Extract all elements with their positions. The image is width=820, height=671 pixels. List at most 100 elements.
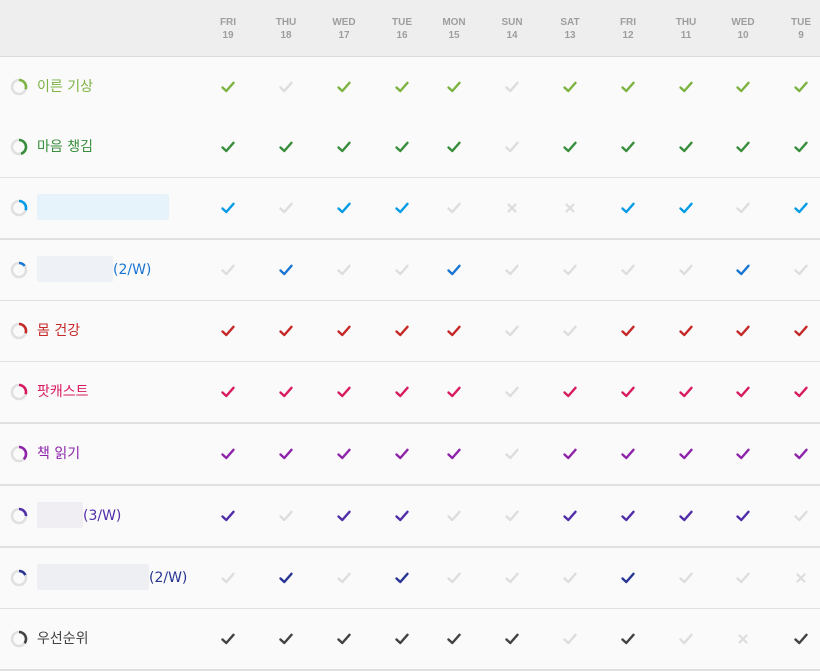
checkmark-icon[interactable] [278, 446, 294, 462]
checkmark-icon[interactable] [735, 508, 751, 524]
checkmark-icon[interactable] [735, 384, 751, 400]
habit-name[interactable]: 팟캐스트 [37, 362, 89, 422]
unchecked-checkmark-icon[interactable] [504, 262, 520, 278]
unchecked-checkmark-icon[interactable] [678, 570, 694, 586]
checkmark-icon[interactable] [793, 323, 809, 339]
cross-icon[interactable] [735, 631, 751, 647]
cross-icon[interactable] [504, 200, 520, 216]
checkmark-icon[interactable] [678, 508, 694, 524]
habit-name[interactable]: 몸 건강 [37, 301, 80, 361]
checkmark-icon[interactable] [735, 323, 751, 339]
unchecked-checkmark-icon[interactable] [220, 570, 236, 586]
unchecked-checkmark-icon[interactable] [793, 508, 809, 524]
habit-row[interactable]: 우선순위 [0, 609, 820, 671]
unchecked-checkmark-icon[interactable] [446, 570, 462, 586]
checkmark-icon[interactable] [336, 446, 352, 462]
unchecked-checkmark-icon[interactable] [220, 262, 236, 278]
checkmark-icon[interactable] [278, 262, 294, 278]
cross-icon[interactable] [562, 200, 578, 216]
checkmark-icon[interactable] [678, 323, 694, 339]
checkmark-icon[interactable] [620, 384, 636, 400]
checkmark-icon[interactable] [446, 262, 462, 278]
checkmark-icon[interactable] [678, 446, 694, 462]
unchecked-checkmark-icon[interactable] [735, 200, 751, 216]
checkmark-icon[interactable] [394, 631, 410, 647]
unchecked-checkmark-icon[interactable] [336, 570, 352, 586]
checkmark-icon[interactable] [336, 384, 352, 400]
checkmark-icon[interactable] [394, 200, 410, 216]
unchecked-checkmark-icon[interactable] [504, 384, 520, 400]
habit-row[interactable]: (2/W) [0, 548, 820, 610]
checkmark-icon[interactable] [394, 79, 410, 95]
habit-name[interactable]: 책 읽기 [37, 424, 80, 484]
habit-row[interactable]: 마음 챙김 [0, 117, 820, 179]
checkmark-icon[interactable] [793, 79, 809, 95]
checkmark-icon[interactable] [394, 508, 410, 524]
checkmark-icon[interactable] [220, 384, 236, 400]
checkmark-icon[interactable] [678, 139, 694, 155]
checkmark-icon[interactable] [336, 508, 352, 524]
checkmark-icon[interactable] [278, 139, 294, 155]
unchecked-checkmark-icon[interactable] [278, 508, 294, 524]
habit-name[interactable] [37, 178, 169, 238]
checkmark-icon[interactable] [620, 570, 636, 586]
habit-row[interactable]: (3/W) [0, 486, 820, 548]
checkmark-icon[interactable] [446, 323, 462, 339]
checkmark-icon[interactable] [336, 200, 352, 216]
habit-row[interactable]: 책 읽기 [0, 424, 820, 486]
habit-name[interactable]: 이른 기상 [37, 57, 93, 117]
checkmark-icon[interactable] [446, 139, 462, 155]
unchecked-checkmark-icon[interactable] [394, 262, 410, 278]
checkmark-icon[interactable] [336, 323, 352, 339]
unchecked-checkmark-icon[interactable] [336, 262, 352, 278]
habit-name[interactable]: (2/W) [37, 240, 151, 300]
unchecked-checkmark-icon[interactable] [620, 262, 636, 278]
checkmark-icon[interactable] [793, 384, 809, 400]
habit-name[interactable]: (3/W) [37, 486, 121, 546]
checkmark-icon[interactable] [562, 508, 578, 524]
checkmark-icon[interactable] [678, 200, 694, 216]
checkmark-icon[interactable] [678, 79, 694, 95]
checkmark-icon[interactable] [620, 508, 636, 524]
unchecked-checkmark-icon[interactable] [562, 570, 578, 586]
unchecked-checkmark-icon[interactable] [678, 262, 694, 278]
unchecked-checkmark-icon[interactable] [793, 262, 809, 278]
unchecked-checkmark-icon[interactable] [678, 631, 694, 647]
unchecked-checkmark-icon[interactable] [504, 139, 520, 155]
habit-name[interactable]: (2/W) [37, 548, 187, 608]
checkmark-icon[interactable] [793, 200, 809, 216]
unchecked-checkmark-icon[interactable] [504, 508, 520, 524]
checkmark-icon[interactable] [220, 139, 236, 155]
unchecked-checkmark-icon[interactable] [562, 262, 578, 278]
checkmark-icon[interactable] [735, 139, 751, 155]
unchecked-checkmark-icon[interactable] [278, 200, 294, 216]
checkmark-icon[interactable] [278, 570, 294, 586]
checkmark-icon[interactable] [336, 79, 352, 95]
unchecked-checkmark-icon[interactable] [446, 200, 462, 216]
checkmark-icon[interactable] [504, 631, 520, 647]
checkmark-icon[interactable] [220, 446, 236, 462]
checkmark-icon[interactable] [336, 631, 352, 647]
checkmark-icon[interactable] [735, 446, 751, 462]
checkmark-icon[interactable] [620, 139, 636, 155]
unchecked-checkmark-icon[interactable] [504, 323, 520, 339]
habit-name[interactable]: 우선순위 [37, 609, 89, 669]
checkmark-icon[interactable] [220, 79, 236, 95]
checkmark-icon[interactable] [394, 570, 410, 586]
checkmark-icon[interactable] [220, 323, 236, 339]
checkmark-icon[interactable] [735, 79, 751, 95]
checkmark-icon[interactable] [446, 446, 462, 462]
checkmark-icon[interactable] [620, 323, 636, 339]
unchecked-checkmark-icon[interactable] [562, 631, 578, 647]
checkmark-icon[interactable] [220, 631, 236, 647]
unchecked-checkmark-icon[interactable] [735, 570, 751, 586]
habit-row[interactable]: 팟캐스트 [0, 362, 820, 424]
checkmark-icon[interactable] [220, 508, 236, 524]
checkmark-icon[interactable] [793, 446, 809, 462]
checkmark-icon[interactable] [562, 384, 578, 400]
unchecked-checkmark-icon[interactable] [504, 570, 520, 586]
unchecked-checkmark-icon[interactable] [278, 79, 294, 95]
checkmark-icon[interactable] [620, 79, 636, 95]
checkmark-icon[interactable] [620, 631, 636, 647]
checkmark-icon[interactable] [562, 446, 578, 462]
